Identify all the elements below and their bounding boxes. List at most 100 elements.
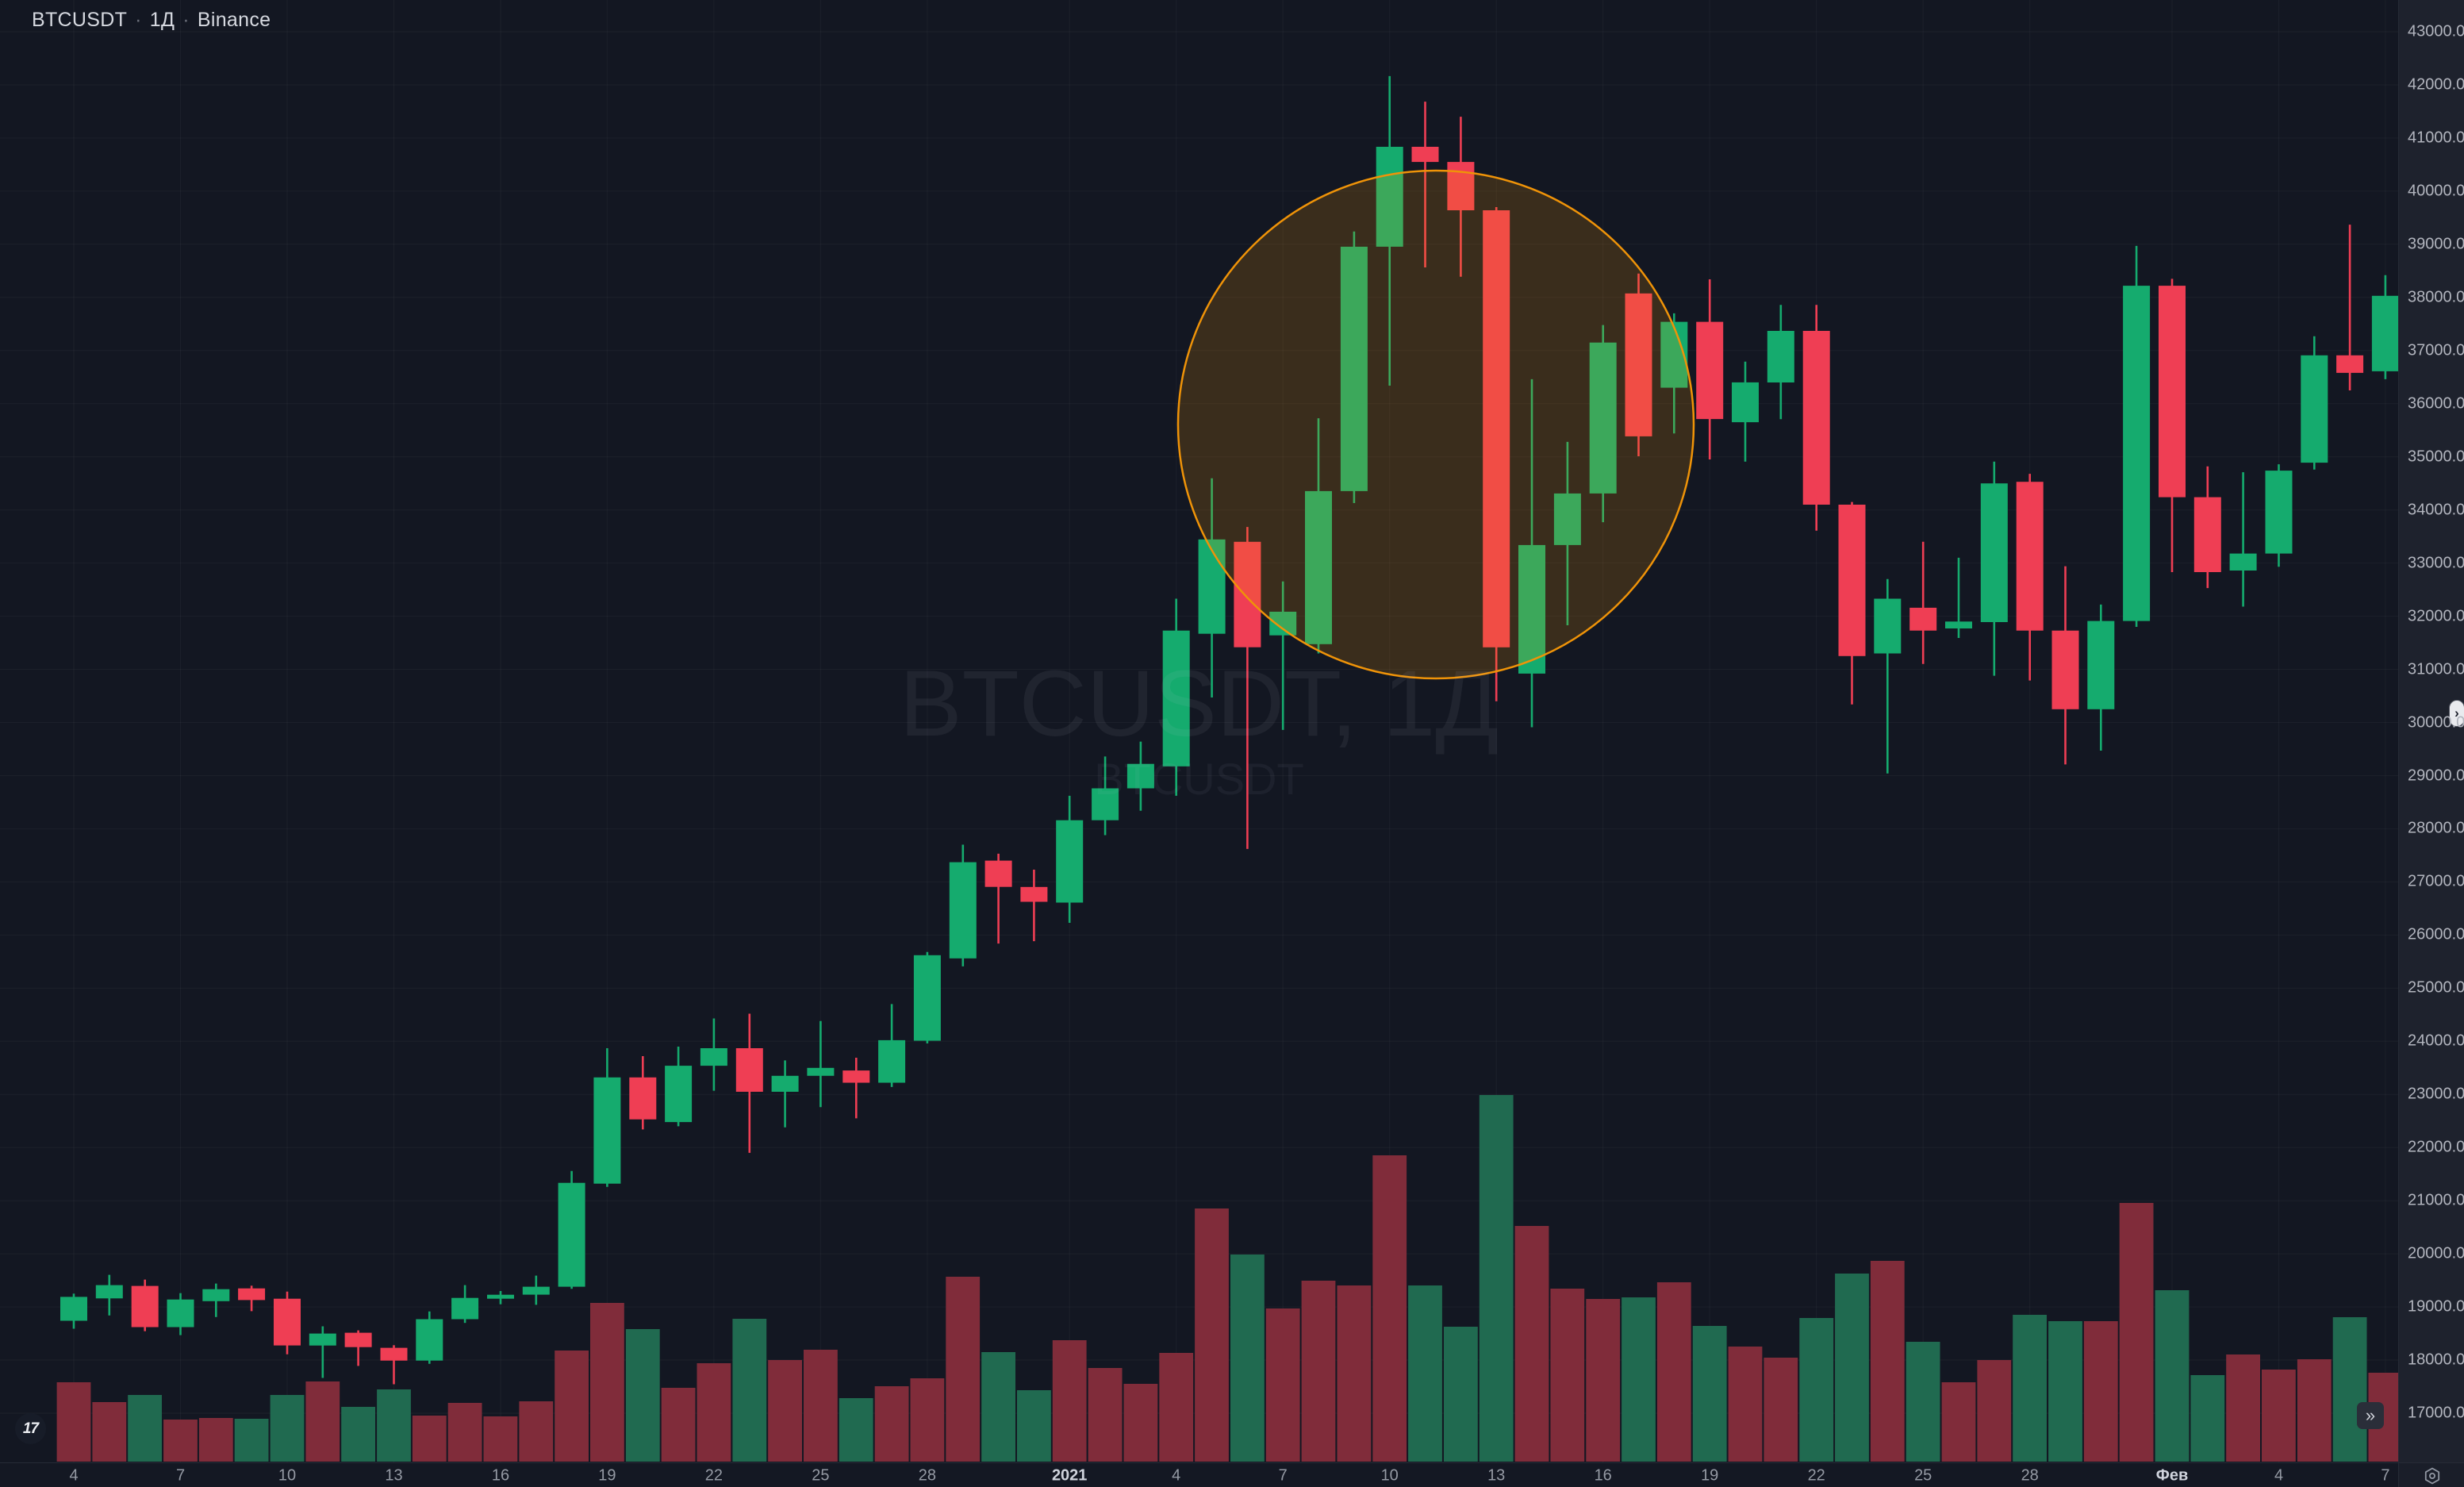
candle-body xyxy=(1980,483,2008,622)
candle-body xyxy=(984,860,1012,887)
volume-bar xyxy=(590,1303,624,1462)
axis-settings-corner[interactable] xyxy=(2398,1462,2464,1487)
price-scale-handle-button[interactable]: › xyxy=(2449,700,2464,727)
candle-body xyxy=(1234,541,1261,647)
volume-bar xyxy=(1799,1318,1834,1462)
volume-bar xyxy=(1230,1255,1265,1462)
candle-body xyxy=(629,1077,657,1120)
candle-body xyxy=(2301,355,2328,463)
time-tick-label: 4 xyxy=(69,1466,79,1484)
tradingview-logo[interactable]: 17 xyxy=(15,1413,46,1444)
price-axis[interactable]: › 43000.0 42000.0 41000.0 40000.0 39000.0 380… xyxy=(2398,0,2464,1462)
volume-bar xyxy=(234,1419,269,1462)
volume-bar xyxy=(1408,1285,1442,1462)
annotation-circle xyxy=(1176,169,1695,680)
candle-body xyxy=(380,1347,408,1361)
candle-body xyxy=(949,862,977,959)
volume-bar xyxy=(2297,1359,2332,1462)
time-tick-label: 7 xyxy=(2381,1466,2390,1484)
candle-body xyxy=(558,1182,585,1287)
candle-body xyxy=(1767,331,1794,382)
volume-bar xyxy=(661,1388,696,1462)
time-tick-label: 22 xyxy=(704,1466,723,1484)
candle-body xyxy=(274,1298,301,1346)
candle-body xyxy=(344,1332,372,1347)
candle-body xyxy=(1056,820,1084,903)
volume-bar xyxy=(1159,1353,1194,1462)
volume-bar xyxy=(1514,1226,1549,1462)
volume-bar xyxy=(1265,1308,1300,1462)
price-tick-label: 20000.0 xyxy=(2408,1244,2464,1262)
volume-bar xyxy=(270,1395,305,1462)
volume-bar xyxy=(1870,1261,1905,1462)
volume-bar xyxy=(2332,1317,2367,1462)
candle-body xyxy=(842,1070,870,1083)
volume-bar xyxy=(1017,1390,1051,1462)
price-tick-label: 39000.0 xyxy=(2408,235,2464,253)
candle-body xyxy=(238,1288,266,1301)
volume-bar xyxy=(874,1386,909,1462)
time-tick-label: 25 xyxy=(1914,1466,1932,1484)
time-tick-label: 22 xyxy=(1807,1466,1825,1484)
candle-body xyxy=(1198,539,1226,634)
candle-body xyxy=(131,1285,159,1328)
volume-bar xyxy=(163,1420,198,1462)
volume-bar xyxy=(1479,1095,1514,1462)
chart-plot-area[interactable]: BTCUSDT, 1Д BTCUSDT BTCUSDT · 1Д · Binance 1… xyxy=(0,0,2398,1462)
volume-bar xyxy=(1728,1347,1763,1462)
candle-body xyxy=(309,1333,336,1346)
candle-body xyxy=(167,1299,194,1328)
volume-bar xyxy=(1586,1299,1621,1462)
time-tick-label: 28 xyxy=(918,1466,937,1484)
price-tick-label: 30000.0 xyxy=(2408,713,2464,731)
volume-bar xyxy=(2155,1290,2190,1462)
volume-bar xyxy=(2013,1315,2047,1462)
volume-bar xyxy=(412,1416,447,1462)
volume-bar xyxy=(2190,1375,2225,1462)
candle-body xyxy=(1020,886,1048,902)
candle-body xyxy=(2229,553,2257,571)
price-tick-label: 31000.0 xyxy=(2408,660,2464,678)
candle-body xyxy=(1092,788,1119,820)
time-axis[interactable]: 4 7 10 13 16 19 22 25 28 2021 4 7 10 13 16 19 22 25 28 Фев 4… xyxy=(0,1462,2398,1487)
price-tick-label: 41000.0 xyxy=(2408,129,2464,147)
volume-bar xyxy=(946,1277,981,1462)
candle-body xyxy=(1411,147,1439,163)
volume-bar xyxy=(804,1350,838,1462)
time-tick-label: 16 xyxy=(1594,1466,1612,1484)
price-tick-label: 19000.0 xyxy=(2408,1297,2464,1316)
candle-body xyxy=(60,1297,87,1321)
time-tick-label: Фев xyxy=(2155,1466,2189,1484)
price-tick-label: 32000.0 xyxy=(2408,607,2464,625)
legend-exchange[interactable]: Binance xyxy=(197,9,271,31)
candle-body xyxy=(1625,293,1652,436)
price-tick-label: 22000.0 xyxy=(2408,1138,2464,1156)
legend-symbol[interactable]: BTCUSDT xyxy=(32,9,128,31)
volume-bar xyxy=(1622,1297,1656,1462)
price-tick-label: 23000.0 xyxy=(2408,1085,2464,1103)
candle-body xyxy=(202,1289,230,1301)
expand-toolbar-button[interactable]: » xyxy=(2357,1402,2384,1429)
volume-bar xyxy=(1195,1208,1229,1462)
volume-bar xyxy=(2226,1354,2260,1462)
double-chevron-right-icon: » xyxy=(2365,1405,2376,1425)
candle-body xyxy=(2265,471,2293,554)
volume-bar xyxy=(341,1407,375,1462)
volume-bar xyxy=(1301,1281,1336,1462)
candle-body xyxy=(2336,355,2364,373)
candle-body xyxy=(1269,611,1297,636)
volume-bar xyxy=(697,1363,731,1462)
volume-bar xyxy=(128,1395,162,1462)
chevron-right-icon: › xyxy=(2454,705,2459,720)
volume-bar xyxy=(2119,1203,2154,1462)
symbol-legend[interactable]: BTCUSDT · 1Д · Binance xyxy=(32,9,271,32)
volume-bar xyxy=(2262,1370,2296,1462)
volume-bar xyxy=(483,1416,518,1462)
volume-bar xyxy=(1550,1289,1585,1462)
gear-icon[interactable] xyxy=(2423,1466,2442,1485)
volume-bar xyxy=(1444,1327,1478,1462)
volume-bar xyxy=(1052,1340,1087,1462)
candle-body xyxy=(1376,147,1403,247)
legend-interval[interactable]: 1Д xyxy=(149,9,175,31)
